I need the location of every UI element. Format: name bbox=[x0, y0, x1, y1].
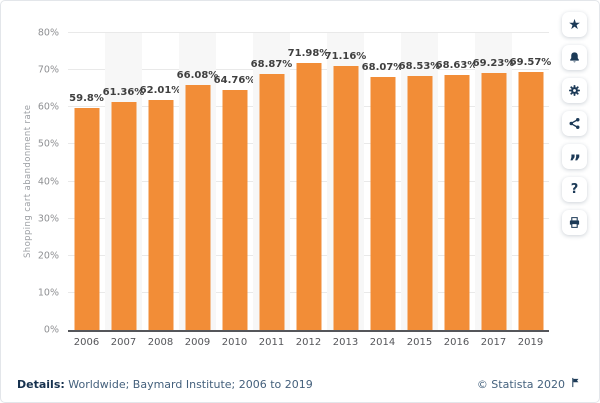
bar-value-label: 69.57% bbox=[509, 56, 552, 68]
x-tick-label: 2016 bbox=[443, 337, 470, 348]
bar-value-label: 66.08% bbox=[176, 69, 219, 81]
bar-value-label: 68.63% bbox=[435, 60, 478, 72]
plot-area: 59.8% 61.36% 62.01% 66.08% 64.76% 68.87% 71.98… bbox=[68, 32, 552, 332]
flag-icon bbox=[570, 377, 581, 391]
x-tick-label: 2014 bbox=[369, 337, 396, 348]
star-icon: ★ bbox=[568, 16, 581, 33]
help-button[interactable]: ? bbox=[562, 177, 587, 202]
bar-2019[interactable] bbox=[518, 71, 543, 330]
share-button[interactable] bbox=[562, 111, 587, 136]
gear-icon bbox=[568, 84, 581, 97]
y-tick-label: 0% bbox=[43, 324, 59, 336]
bar-value-label: 62.01% bbox=[139, 84, 182, 96]
x-tick-label: 2011 bbox=[258, 337, 285, 348]
y-tick-label: 10% bbox=[37, 287, 59, 299]
bar-2013[interactable] bbox=[333, 65, 358, 330]
bar-2006[interactable] bbox=[74, 108, 99, 330]
bar-2015[interactable] bbox=[407, 75, 432, 330]
print-button[interactable] bbox=[562, 210, 587, 235]
chart-column: 69.23% bbox=[472, 33, 515, 330]
y-tick-label: 40% bbox=[37, 176, 59, 187]
bar-2014[interactable] bbox=[370, 77, 395, 330]
share-icon bbox=[568, 117, 581, 130]
x-tick-label: 2008 bbox=[147, 337, 174, 348]
cite-button[interactable]: ” bbox=[562, 144, 587, 171]
x-tick-label: 2017 bbox=[480, 337, 507, 348]
y-tick-label: 80% bbox=[37, 27, 59, 39]
alert-button[interactable] bbox=[562, 45, 587, 70]
chart-column: 59.8% bbox=[68, 33, 105, 330]
footer: Details: Worldwide; Baymard Institute; 2… bbox=[17, 377, 581, 391]
printer-icon bbox=[568, 216, 581, 229]
chart-column: 62.01% bbox=[139, 33, 182, 330]
action-rail: ★ ” ? bbox=[562, 12, 587, 235]
x-axis-labels: 2006 2007 2008 2009 2010 2011 2012 2013 2014 2015… bbox=[68, 337, 549, 351]
x-tick-label: 2012 bbox=[295, 337, 322, 348]
chart-column: 66.08% bbox=[176, 33, 219, 330]
x-tick-label: 2015 bbox=[406, 337, 433, 348]
chart-column: 68.63% bbox=[435, 33, 478, 330]
bar-2008[interactable] bbox=[148, 99, 173, 330]
bar-value-label: 71.16% bbox=[324, 50, 367, 62]
gridline bbox=[68, 32, 549, 33]
chart-column: 64.76% bbox=[213, 33, 256, 330]
y-tick-label: 60% bbox=[37, 101, 59, 113]
details-label: Details: bbox=[17, 377, 65, 391]
bar-value-label: 71.98% bbox=[287, 47, 330, 59]
x-tick-label: 2010 bbox=[221, 337, 248, 348]
copyright: © Statista 2020 bbox=[477, 377, 581, 391]
bar-value-label: 68.07% bbox=[361, 62, 404, 74]
chart-column: 71.98% bbox=[287, 33, 330, 330]
bar-2012[interactable] bbox=[296, 62, 321, 330]
x-tick-label: 2007 bbox=[110, 337, 137, 348]
y-axis-labels: 0% 10% 20% 30% 40% 50% 60% 70% 80% bbox=[1, 28, 59, 336]
bar-2017[interactable] bbox=[481, 72, 506, 330]
bar-2007[interactable] bbox=[111, 102, 136, 330]
bar-value-label: 68.87% bbox=[250, 59, 293, 71]
details-text: Details: Worldwide; Baymard Institute; 2… bbox=[17, 377, 313, 391]
bar-2016[interactable] bbox=[444, 75, 469, 330]
bar-2009[interactable] bbox=[185, 84, 210, 330]
y-tick-label: 20% bbox=[37, 250, 59, 262]
bar-value-label: 69.23% bbox=[472, 57, 515, 69]
bar-value-label: 64.76% bbox=[213, 74, 256, 86]
y-tick-label: 70% bbox=[37, 64, 59, 76]
settings-button[interactable] bbox=[562, 78, 587, 103]
chart-column: 69.57% bbox=[509, 33, 552, 330]
x-tick-label: 2013 bbox=[332, 337, 359, 348]
chart-column: 71.16% bbox=[324, 33, 367, 330]
chart-column: 68.87% bbox=[250, 33, 293, 330]
bar-value-label: 59.8% bbox=[69, 93, 104, 104]
x-tick-label: 2006 bbox=[73, 337, 100, 348]
chart-column: 68.53% bbox=[398, 33, 441, 330]
question-icon: ? bbox=[570, 182, 579, 197]
chart-column: 61.36% bbox=[102, 33, 145, 330]
bar-value-label: 68.53% bbox=[398, 60, 441, 72]
bar-2011[interactable] bbox=[259, 74, 284, 330]
y-tick-label: 30% bbox=[37, 213, 59, 225]
bar-value-label: 61.36% bbox=[102, 87, 145, 99]
x-tick-label: 2019 bbox=[517, 337, 544, 348]
bar-2010[interactable] bbox=[222, 89, 247, 330]
x-tick-label: 2009 bbox=[184, 337, 211, 348]
y-tick-label: 50% bbox=[37, 138, 59, 150]
bell-icon bbox=[568, 51, 581, 64]
chart-column: 68.07% bbox=[361, 33, 404, 330]
favorite-button[interactable]: ★ bbox=[562, 12, 587, 37]
